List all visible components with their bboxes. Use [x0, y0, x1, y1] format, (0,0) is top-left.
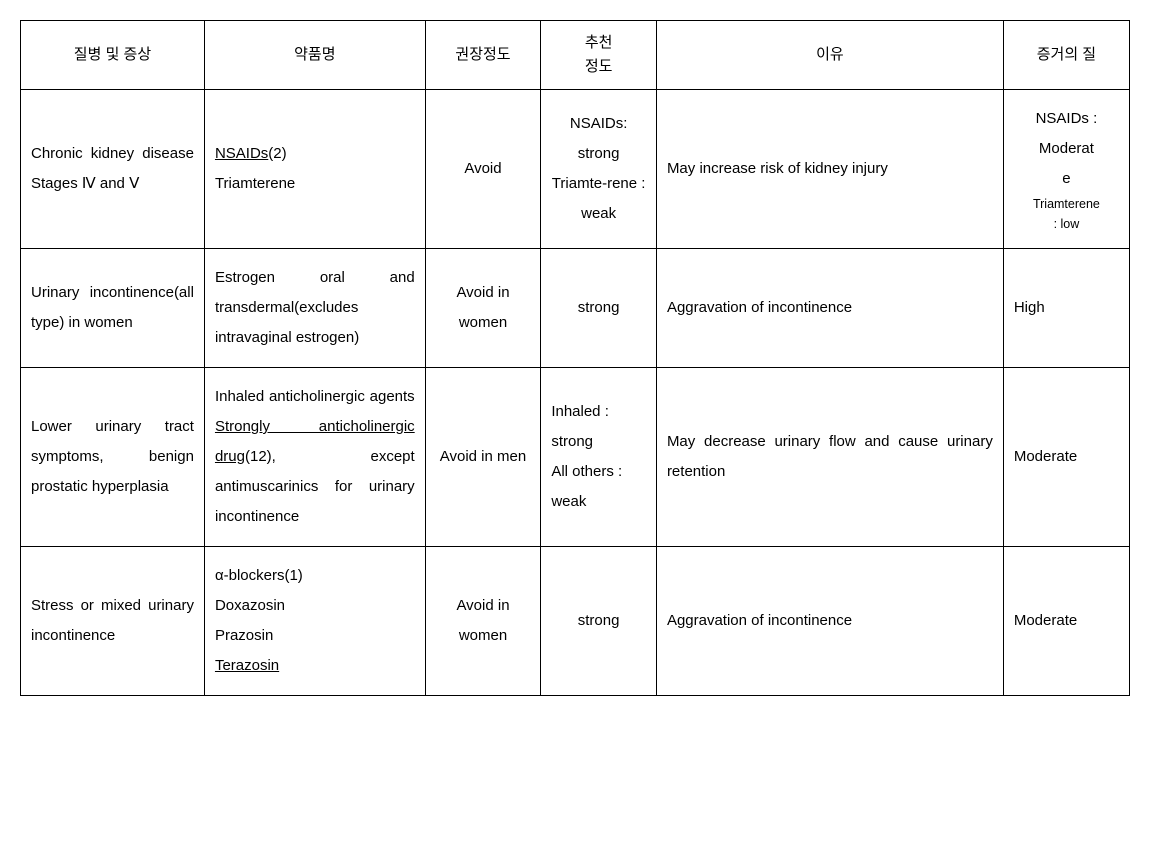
quality-line: NSAIDs :	[1036, 104, 1098, 134]
cell-recommend: Avoid in men	[425, 368, 541, 547]
cell-recommend: Avoid	[425, 90, 541, 249]
header-strength: 추천 정도	[541, 21, 657, 90]
table-header-row: 질병 및 증상 약품명 권장정도 추천 정도 이유 증거의 질	[21, 21, 1130, 90]
cell-reason: May decrease urinary flow and cause urin…	[656, 368, 1003, 547]
cell-drug: Inhaled anticholinergic agents Strongly …	[204, 368, 425, 547]
cell-drug: α-blockers(1) Doxazosin Prazosin Terazos…	[204, 547, 425, 696]
cell-disease: Chronic kidney disease Stages Ⅳ and Ⅴ	[21, 90, 205, 249]
table-row: Urinary incontinence(all type) in women …	[21, 249, 1130, 368]
quality-line-small: Triamterene	[1033, 194, 1100, 214]
drug-line: α-blockers(1)	[215, 561, 415, 591]
quality-line: Moderat	[1039, 134, 1094, 164]
cell-strength: Inhaled : strong All others : weak	[541, 368, 657, 547]
cell-disease: Lower urinary tract symptoms, benign pro…	[21, 368, 205, 547]
header-reason: 이유	[656, 21, 1003, 90]
cell-strength: strong	[541, 547, 657, 696]
header-quality: 증거의 질	[1003, 21, 1129, 90]
drug-text: (12), except antimuscarinics for urinary…	[215, 448, 415, 525]
drug-line: Terazosin	[215, 651, 415, 681]
drug-text: Inhaled anticholinergic agents	[215, 388, 415, 405]
quality-line-small: : low	[1054, 214, 1080, 234]
table-row: Chronic kidney disease Stages Ⅳ and Ⅴ NS…	[21, 90, 1130, 249]
cell-quality: High	[1003, 249, 1129, 368]
table-row: Lower urinary tract symptoms, benign pro…	[21, 368, 1130, 547]
header-drug: 약품명	[204, 21, 425, 90]
quality-line: e	[1062, 164, 1070, 194]
cell-drug: NSAIDs(2) Triamterene	[204, 90, 425, 249]
drug-line: Prazosin	[215, 621, 415, 651]
cell-reason: Aggravation of incontinence	[656, 547, 1003, 696]
cell-disease: Urinary incontinence(all type) in women	[21, 249, 205, 368]
medication-caution-table: 질병 및 증상 약품명 권장정도 추천 정도 이유 증거의 질 Chronic …	[20, 20, 1130, 696]
header-recommend: 권장정도	[425, 21, 541, 90]
cell-drug: Estrogen oral and transdermal(excludes i…	[204, 249, 425, 368]
header-disease: 질병 및 증상	[21, 21, 205, 90]
drug-line: Triamterene	[215, 169, 415, 199]
table-row: Stress or mixed urinary incontinence α-b…	[21, 547, 1130, 696]
cell-quality: NSAIDs : Moderat e Triamterene : low	[1003, 90, 1129, 249]
cell-quality: Moderate	[1003, 368, 1129, 547]
cell-recommend: Avoid in women	[425, 547, 541, 696]
cell-strength: NSAIDs: strong Triamte-rene : weak	[541, 90, 657, 249]
drug-line: NSAIDs(2)	[215, 139, 415, 169]
drug-line: Doxazosin	[215, 591, 415, 621]
cell-reason: Aggravation of incontinence	[656, 249, 1003, 368]
cell-recommend: Avoid in women	[425, 249, 541, 368]
cell-quality: Moderate	[1003, 547, 1129, 696]
cell-disease: Stress or mixed urinary incontinence	[21, 547, 205, 696]
cell-reason: May increase risk of kidney injury	[656, 90, 1003, 249]
cell-strength: strong	[541, 249, 657, 368]
